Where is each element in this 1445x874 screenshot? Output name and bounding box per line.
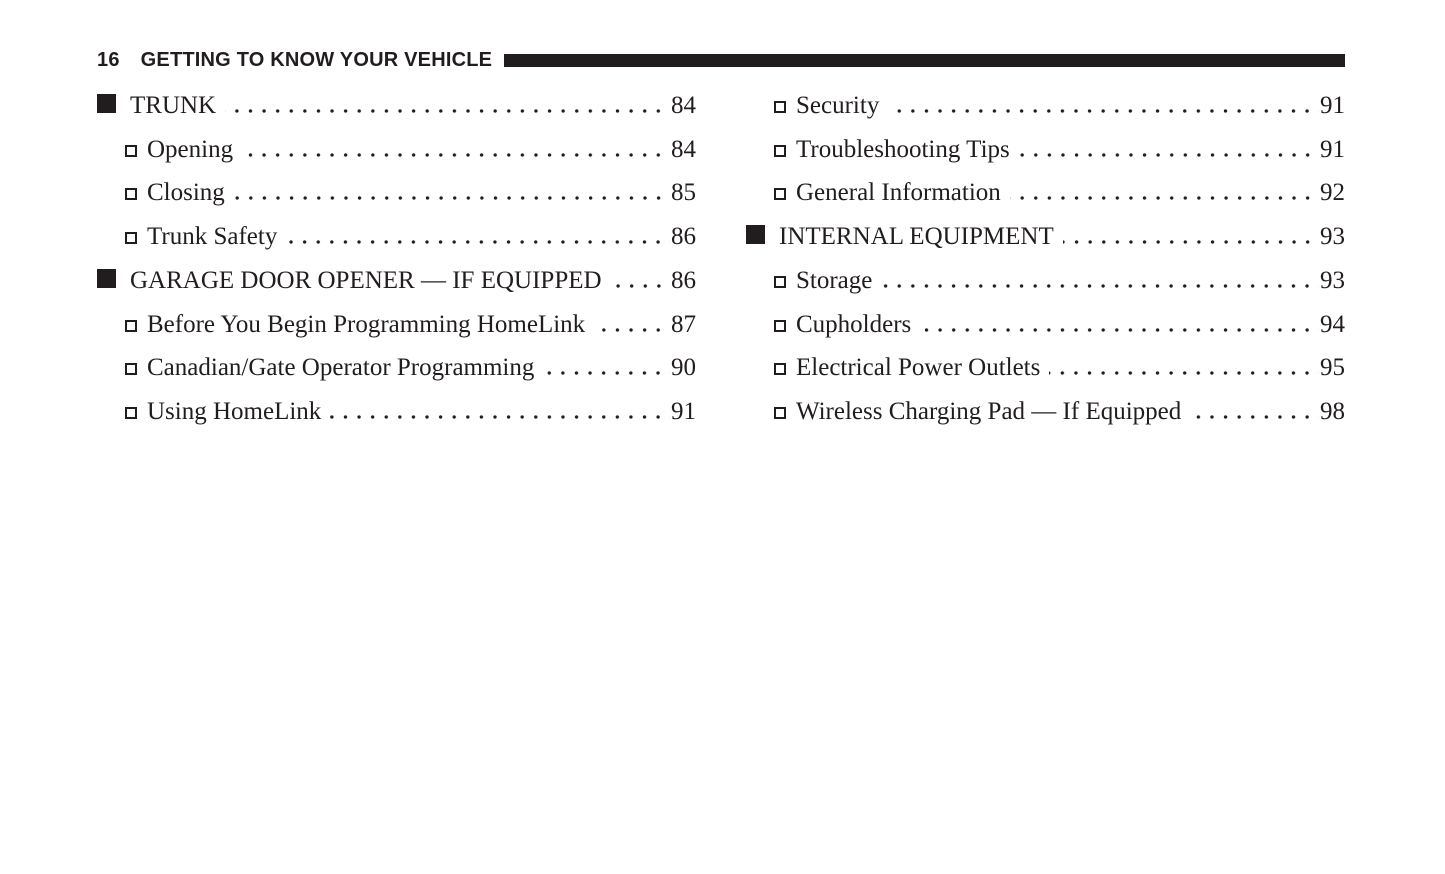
dot-leader [610,283,670,288]
toc-entry-page: 93 [1320,266,1345,294]
dot-leader [242,152,670,157]
hollow-square-bullet-icon [125,406,137,419]
toc-entry[interactable]: Troubleshooting Tips 91 [746,128,1345,172]
toc-entry[interactable]: Canadian/Gate Operator Programming 90 [97,346,696,390]
toc-entry[interactable]: Security 91 [746,84,1345,128]
toc-entry-label: Electrical Power Outlets [796,354,1041,382]
toc-entry-page: 91 [1320,92,1345,119]
toc-column-right: Security 91 Troubleshooting Tips 91 Gene… [746,84,1345,434]
dot-leader [286,240,670,245]
toc-entry-label: Opening [147,135,234,163]
toc-entry-page: 87 [671,310,696,338]
dot-leader [920,327,1319,332]
toc-entry[interactable]: General Information 92 [746,171,1345,215]
hollow-square-bullet-icon [774,101,786,113]
hollow-square-bullet-icon [774,144,786,157]
dot-leader [330,414,670,419]
toc-entry[interactable]: INTERNAL EQUIPMENT 93 [746,215,1345,259]
toc-entry-label: Wireless Charging Pad — If Equipped [796,397,1182,425]
toc-entry[interactable]: TRUNK 84 [97,84,696,128]
toc-entry-page: 92 [1320,179,1345,207]
toc-entry-page: 86 [671,223,696,251]
toc-entry-label: INTERNAL EQUIPMENT [779,223,1054,251]
toc-entry-page: 84 [671,92,696,119]
toc-entry-label: Closing [147,179,225,207]
dot-leader [543,371,670,376]
toc-entry[interactable]: Cupholders 94 [746,303,1345,347]
toc-entry[interactable]: Using HomeLink 91 [97,390,696,434]
toc-entry-label: Before You Begin Programming HomeLink [147,310,586,338]
toc-entry-label: Using HomeLink [147,397,322,425]
toc-entry-page: 98 [1320,397,1345,425]
toc-entry[interactable]: Closing 85 [97,171,696,215]
toc-entry[interactable]: Opening 84 [97,128,696,172]
toc-entry-label: Storage [796,266,873,294]
dot-leader [594,327,670,332]
filled-square-bullet-icon [746,225,765,245]
dot-leader [1018,152,1319,157]
hollow-square-bullet-icon [774,275,786,288]
hollow-square-bullet-icon [774,363,786,376]
toc-entry-label: Cupholders [796,310,912,338]
dot-leader [1190,414,1319,419]
dot-leader [233,196,670,201]
filled-square-bullet-icon [97,268,116,288]
toc-column-left: TRUNK 84 Opening 84 Closing 85 Trunk Saf… [97,84,696,434]
manual-page: 16 GETTING TO KNOW YOUR VEHICLE TRUNK 84… [0,0,1445,434]
hollow-square-bullet-icon [125,188,137,201]
toc-entry-label: General Information [796,179,1001,207]
chapter-title: GETTING TO KNOW YOUR VEHICLE [140,49,493,71]
hollow-square-bullet-icon [125,363,137,376]
hollow-square-bullet-icon [774,406,786,419]
toc-entry-page: 85 [671,179,696,207]
hollow-square-bullet-icon [125,232,137,245]
toc-entry[interactable]: Electrical Power Outlets 95 [746,346,1345,390]
toc-entry-page: 94 [1320,310,1345,338]
toc-entry[interactable]: Trunk Safety 86 [97,215,696,259]
toc-entry-page: 84 [671,135,696,163]
toc-entry-page: 93 [1320,223,1345,251]
toc-entry-page: 91 [671,397,696,425]
hollow-square-bullet-icon [774,319,786,332]
toc-entry[interactable]: Before You Begin Programming HomeLink 87 [97,303,696,347]
toc-entry[interactable]: GARAGE DOOR OPENER — IF EQUIPPED 86 [97,259,696,303]
toc-entry-label: TRUNK [130,92,217,119]
header-rule-bar [504,54,1345,67]
hollow-square-bullet-icon [125,144,137,157]
table-of-contents: TRUNK 84 Opening 84 Closing 85 Trunk Saf… [97,84,1345,434]
toc-entry-page: 91 [1320,135,1345,163]
page-header: 16 GETTING TO KNOW YOUR VEHICLE [97,49,1345,72]
dot-leader [1062,240,1319,245]
header-page-number: 16 [97,49,120,71]
toc-entry-label: GARAGE DOOR OPENER — IF EQUIPPED [130,266,602,294]
hollow-square-bullet-icon [125,319,137,332]
dot-leader [881,283,1319,288]
dot-leader [225,109,670,113]
toc-entry[interactable]: Storage 93 [746,259,1345,303]
toc-entry-label: Trunk Safety [147,223,278,251]
dot-leader [1009,196,1319,201]
dot-leader [1049,371,1319,376]
toc-entry-label: Security [796,92,880,119]
dot-leader [888,109,1319,113]
toc-entry-label: Troubleshooting Tips [796,135,1010,163]
toc-entry-label: Canadian/Gate Operator Programming [147,354,535,382]
toc-entry[interactable]: Wireless Charging Pad — If Equipped 98 [746,390,1345,434]
toc-entry-page: 90 [671,354,696,382]
filled-square-bullet-icon [97,94,116,113]
hollow-square-bullet-icon [774,188,786,201]
toc-entry-page: 86 [671,266,696,294]
toc-entry-page: 95 [1320,354,1345,382]
